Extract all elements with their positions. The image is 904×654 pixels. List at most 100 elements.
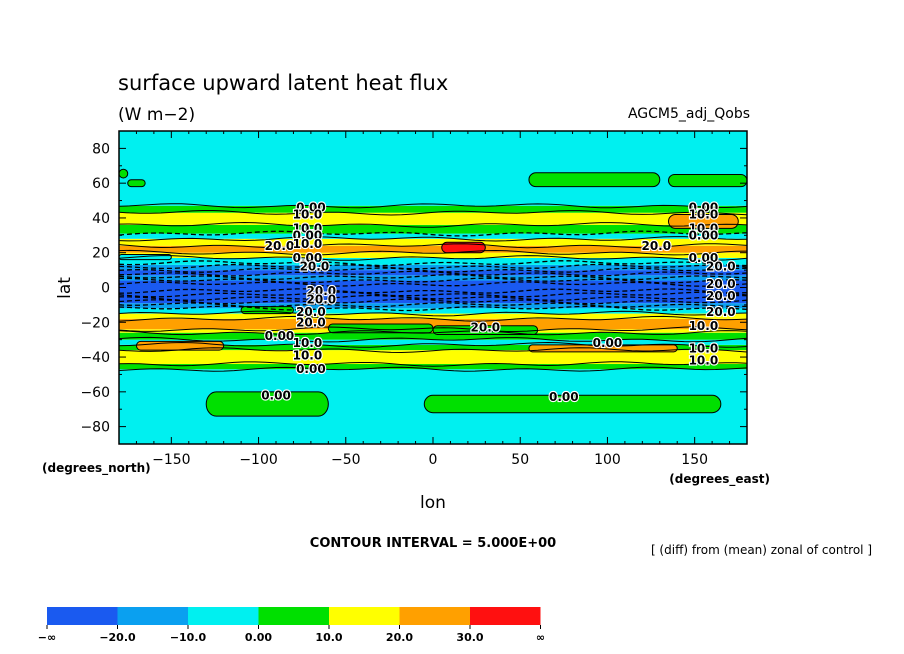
x-tick-label: −150 bbox=[152, 452, 190, 468]
contour-label: 20.0 bbox=[300, 260, 330, 274]
contour-label: 20.0 bbox=[641, 239, 671, 253]
contour-label: 0.00 bbox=[293, 228, 323, 242]
zonal-band bbox=[119, 303, 747, 309]
contour-label: 0.00 bbox=[296, 201, 326, 215]
contour-line-positive bbox=[119, 326, 747, 332]
colorbar-label: ∞ bbox=[536, 631, 545, 644]
colorbar: −∞ −20.0 −10.0 0.00 10.0 20.0 30.0 ∞ bbox=[38, 607, 545, 644]
zonal-band bbox=[119, 332, 747, 340]
zonal-band bbox=[119, 350, 747, 365]
contour-label: 0.00 bbox=[261, 388, 291, 402]
colorbar-swatch bbox=[470, 607, 541, 625]
x-tick-label: 100 bbox=[594, 452, 621, 468]
contour-label: 0.00 bbox=[549, 390, 579, 404]
contour-patch bbox=[528, 172, 661, 188]
contour-label: 10.0 bbox=[293, 237, 323, 251]
zonal-band bbox=[119, 270, 747, 276]
contour-label: 0.00 bbox=[593, 336, 623, 350]
y-tick-label: 0 bbox=[101, 281, 110, 297]
zonal-band bbox=[119, 233, 747, 239]
contour-line-positive bbox=[119, 330, 747, 336]
y-tick-label: −40 bbox=[80, 350, 110, 366]
contour-label: 10.0 bbox=[689, 319, 719, 333]
contour-label: 10.0 bbox=[689, 221, 719, 235]
x-axis: −150 −100 −50 0 50 100 150 bbox=[135, 131, 731, 468]
contour-line-negative bbox=[119, 267, 747, 273]
contour-label: 10.0 bbox=[689, 207, 719, 221]
contour-line-negative bbox=[119, 277, 747, 284]
contour-label: 10.0 bbox=[293, 221, 323, 235]
colorbar-swatch bbox=[399, 607, 470, 625]
colorbar-label: 20.0 bbox=[386, 631, 413, 644]
diff-note: [ (diff) from (mean) zonal of control ] bbox=[651, 543, 872, 557]
contour-label: 10.0 bbox=[689, 341, 719, 355]
colorbar-label: −10.0 bbox=[170, 631, 207, 644]
chart-title: surface upward latent heat flux bbox=[118, 71, 448, 95]
contour-label: 20.0 bbox=[471, 320, 501, 334]
contour-line-negative bbox=[119, 260, 747, 267]
zonal-band bbox=[119, 275, 747, 281]
colorbar-swatch bbox=[47, 607, 118, 625]
contour-line-negative bbox=[119, 302, 747, 308]
x-tick-label: −100 bbox=[239, 452, 277, 468]
y-axis-units: (degrees_north) bbox=[42, 461, 151, 476]
dataset-label: AGCM5_adj_Qobs bbox=[628, 106, 750, 122]
contour-line-positive bbox=[119, 315, 747, 322]
zonal-band bbox=[119, 257, 747, 265]
contour-line-positive bbox=[119, 336, 747, 343]
zonal-band bbox=[119, 264, 747, 271]
colorbar-label: −20.0 bbox=[99, 631, 136, 644]
zonal-band bbox=[119, 344, 747, 351]
zonal-band bbox=[119, 280, 747, 304]
contour-label: 10.0 bbox=[689, 354, 719, 368]
colorbar-label: 0.00 bbox=[245, 631, 272, 644]
contour-line-positive bbox=[119, 361, 747, 367]
contour-line-negative bbox=[119, 263, 747, 270]
colorbar-swatch bbox=[258, 607, 329, 625]
y-tick-label: −60 bbox=[80, 385, 110, 401]
contour-line-positive bbox=[119, 310, 747, 317]
contour-line-positive bbox=[119, 236, 747, 242]
contour-label: 0.00 bbox=[689, 201, 719, 215]
y-tick-label: 40 bbox=[92, 211, 110, 227]
contour-label: 20.0 bbox=[296, 315, 326, 329]
contour-label: 0.00 bbox=[265, 329, 295, 343]
y-tick-label: 20 bbox=[92, 246, 110, 262]
zonal-band bbox=[119, 252, 747, 258]
zonal-band bbox=[119, 131, 747, 206]
y-axis-label: lat bbox=[55, 277, 75, 299]
colorbar-label: −∞ bbox=[38, 631, 56, 644]
colorbar-swatch bbox=[188, 607, 259, 625]
contour-label: 20.0 bbox=[307, 284, 337, 298]
contour-label: 20.0 bbox=[706, 289, 736, 303]
contour-line-positive bbox=[119, 255, 747, 261]
contour-label: 10.0 bbox=[293, 207, 323, 221]
contour-label: 10.0 bbox=[293, 348, 323, 362]
contour-line-negative bbox=[119, 305, 747, 312]
zonal-band bbox=[119, 245, 747, 253]
contour-patch bbox=[668, 173, 747, 188]
contour-line-positive bbox=[119, 210, 747, 216]
x-tick-label: 0 bbox=[429, 452, 438, 468]
y-axis: −80 −60 −40 −20 0 20 40 60 80 bbox=[80, 130, 747, 445]
contour-label: 10.0 bbox=[293, 336, 323, 350]
contour-label: 20.0 bbox=[296, 305, 326, 319]
contour-line-positive bbox=[119, 249, 747, 256]
zonal-band bbox=[119, 339, 747, 345]
contour-line-positive bbox=[119, 243, 747, 249]
zonal-band bbox=[119, 308, 747, 314]
contour-line-positive bbox=[119, 341, 747, 348]
contour-patch bbox=[205, 391, 329, 417]
x-tick-label: 50 bbox=[511, 452, 529, 468]
contour-line-negative bbox=[119, 298, 747, 305]
colorbar-swatch bbox=[117, 607, 188, 625]
colorbar-label: 30.0 bbox=[456, 631, 483, 644]
colorbar-label: 10.0 bbox=[315, 631, 342, 644]
colorbar-swatch bbox=[329, 607, 400, 625]
x-axis-units: (degrees_east) bbox=[669, 472, 770, 487]
contour-line-negative bbox=[119, 294, 747, 301]
contour-line-negative bbox=[119, 291, 747, 298]
zonal-band bbox=[119, 205, 747, 213]
contour-patch bbox=[127, 179, 146, 188]
contour-label: 20.0 bbox=[265, 239, 295, 253]
